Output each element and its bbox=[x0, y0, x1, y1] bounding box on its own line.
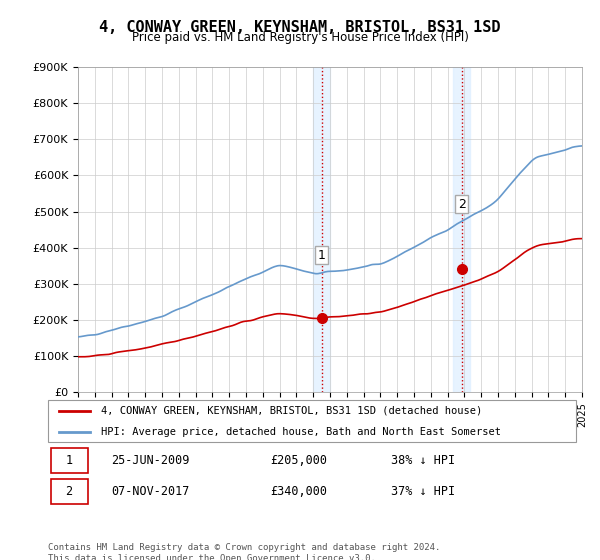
Bar bbox=[454, 67, 470, 392]
Text: £340,000: £340,000 bbox=[270, 485, 327, 498]
Text: 1: 1 bbox=[65, 454, 73, 467]
Text: 38% ↓ HPI: 38% ↓ HPI bbox=[391, 454, 455, 467]
Text: Contains HM Land Registry data © Crown copyright and database right 2024.
This d: Contains HM Land Registry data © Crown c… bbox=[48, 543, 440, 560]
Text: Price paid vs. HM Land Registry's House Price Index (HPI): Price paid vs. HM Land Registry's House … bbox=[131, 31, 469, 44]
Text: 4, CONWAY GREEN, KEYNSHAM, BRISTOL, BS31 1SD (detached house): 4, CONWAY GREEN, KEYNSHAM, BRISTOL, BS31… bbox=[101, 406, 482, 416]
Text: 2: 2 bbox=[458, 198, 466, 211]
Text: 4, CONWAY GREEN, KEYNSHAM, BRISTOL, BS31 1SD: 4, CONWAY GREEN, KEYNSHAM, BRISTOL, BS31… bbox=[99, 20, 501, 35]
Text: 07-NOV-2017: 07-NOV-2017 bbox=[112, 485, 190, 498]
FancyBboxPatch shape bbox=[50, 479, 88, 504]
Text: 2: 2 bbox=[65, 485, 73, 498]
FancyBboxPatch shape bbox=[50, 448, 88, 473]
Bar bbox=[313, 67, 330, 392]
Text: 25-JUN-2009: 25-JUN-2009 bbox=[112, 454, 190, 467]
Text: 1: 1 bbox=[317, 249, 326, 262]
FancyBboxPatch shape bbox=[48, 400, 576, 442]
Text: £205,000: £205,000 bbox=[270, 454, 327, 467]
Text: 37% ↓ HPI: 37% ↓ HPI bbox=[391, 485, 455, 498]
Text: HPI: Average price, detached house, Bath and North East Somerset: HPI: Average price, detached house, Bath… bbox=[101, 427, 501, 437]
